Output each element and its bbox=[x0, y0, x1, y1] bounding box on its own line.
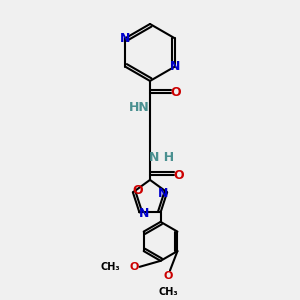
Text: N: N bbox=[169, 60, 180, 73]
Text: N: N bbox=[158, 187, 168, 200]
Text: HN: HN bbox=[129, 100, 150, 113]
Text: N: N bbox=[120, 32, 130, 45]
Text: O: O bbox=[132, 184, 143, 197]
Text: O: O bbox=[130, 262, 139, 272]
Text: CH₃: CH₃ bbox=[100, 262, 120, 272]
Text: N H: N H bbox=[149, 151, 175, 164]
Text: O: O bbox=[173, 169, 184, 182]
Text: N: N bbox=[139, 207, 149, 220]
Text: CH₃: CH₃ bbox=[159, 287, 178, 297]
Text: O: O bbox=[170, 86, 181, 99]
Text: O: O bbox=[164, 271, 173, 281]
